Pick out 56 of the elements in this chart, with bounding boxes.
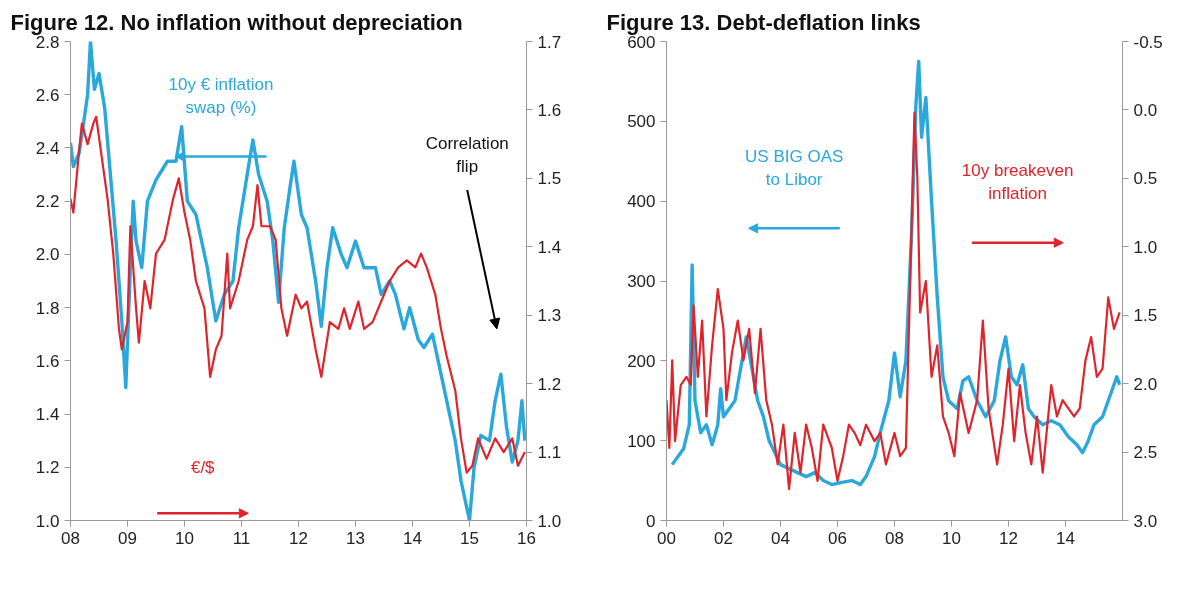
- y2-tick-label: 2.5: [1133, 443, 1158, 463]
- y2-tick-label: 1.5: [1133, 306, 1158, 326]
- y-tick-label: 200: [627, 351, 656, 371]
- y2-tick-label: 3.0: [1133, 511, 1158, 531]
- y-tick-label: 2.0: [35, 245, 60, 265]
- x-tick-label: 06: [828, 528, 847, 548]
- y-tick-label: 1.0: [35, 511, 60, 531]
- y2-tick-label: 1.2: [537, 374, 562, 394]
- y2-tick-label: 2.0: [1133, 374, 1158, 394]
- chart-title: Figure 13. Debt-deflation links: [606, 9, 921, 35]
- x-tick-label: 09: [118, 528, 137, 548]
- y2-tick-label: 1.7: [537, 32, 562, 52]
- y2-tick-label: 1.0: [1133, 237, 1158, 257]
- y-tick-label: 1.4: [35, 405, 60, 425]
- y-tick-label: 2.2: [35, 192, 60, 212]
- y-tick-label: 1.6: [35, 351, 60, 371]
- y-tick-label: 2.4: [35, 138, 60, 158]
- y-tick-label: 2.6: [35, 85, 60, 105]
- x-tick-label: 08: [61, 528, 80, 548]
- y2-tick-label: -0.5: [1133, 32, 1163, 52]
- x-tick-label: 12: [999, 528, 1018, 548]
- x-tick-label: 11: [232, 528, 251, 548]
- x-tick-label: 10: [175, 528, 194, 548]
- x-tick-label: 16: [517, 528, 536, 548]
- y-tick-label: 1.8: [35, 298, 60, 318]
- x-tick-label: 12: [289, 528, 308, 548]
- x-tick-label: 04: [771, 528, 790, 548]
- x-tick-label: 14: [1056, 528, 1075, 548]
- line-series: [70, 115, 526, 474]
- text: 10y breakeven inflation: [961, 161, 1074, 204]
- x-tick-label: 10: [942, 528, 961, 548]
- y-tick-label: 1.2: [35, 458, 60, 478]
- x-tick-label: 14: [403, 528, 422, 548]
- text: US BIG OAS to Libor: [745, 146, 844, 189]
- annotation: Correlation flip: [425, 133, 509, 176]
- y2-tick-label: 1.6: [537, 100, 562, 120]
- y2-tick-label: 1.0: [537, 511, 562, 531]
- y2-tick-label: 1.4: [537, 237, 562, 257]
- x-tick-label: 02: [714, 528, 733, 548]
- y-tick-label: 500: [627, 112, 656, 132]
- y-tick-label: 400: [627, 192, 656, 212]
- y-tick-label: 100: [627, 431, 656, 451]
- y-tick-label: 300: [627, 272, 656, 291]
- y2-tick-label: 1.5: [537, 169, 562, 189]
- y-tick-label: 0: [646, 511, 656, 531]
- text: €/$: [190, 458, 216, 478]
- chart-title: Figure 12. No inflation without depreciation: [10, 9, 463, 35]
- series-label: 10y € inflation swap (%): [168, 75, 274, 117]
- x-tick-label: 13: [346, 528, 365, 548]
- x-tick-label: 00: [657, 528, 676, 548]
- x-tick-label: 15: [460, 528, 479, 548]
- y2-tick-label: 0.5: [1133, 169, 1158, 189]
- y2-tick-label: 1.3: [537, 306, 562, 326]
- x-tick-label: 08: [885, 528, 904, 548]
- y2-tick-label: 0.0: [1133, 100, 1158, 120]
- y2-tick-label: 1.1: [537, 443, 562, 463]
